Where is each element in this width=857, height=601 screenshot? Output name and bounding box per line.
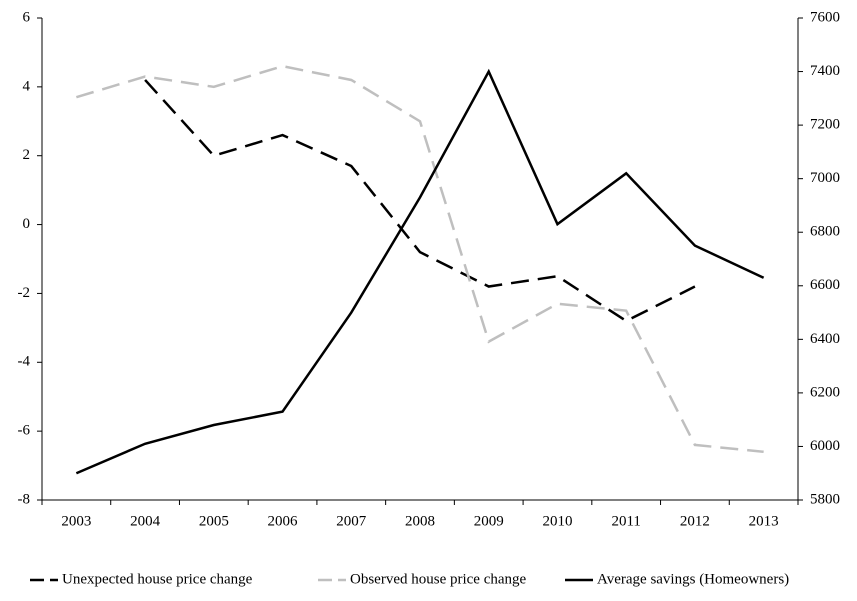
y-tick-label: -6: [18, 423, 31, 439]
legend-label: Average savings (Homeowners): [597, 571, 789, 587]
y2-tick-label: 6400: [810, 331, 840, 347]
x-tick-label: 2010: [542, 513, 572, 529]
x-tick-label: 2004: [130, 513, 161, 529]
y2-tick-label: 7600: [810, 9, 840, 25]
y2-tick-label: 6000: [810, 438, 840, 454]
x-tick-label: 2003: [61, 513, 91, 529]
y-tick-label: 2: [23, 147, 31, 163]
y-tick-label: -4: [18, 354, 31, 370]
legend-label: Unexpected house price change: [62, 571, 253, 587]
y2-tick-label: 6800: [810, 224, 840, 240]
x-tick-label: 2009: [474, 513, 504, 529]
x-tick-label: 2007: [336, 513, 367, 529]
legend-label: Observed house price change: [350, 571, 527, 587]
y-tick-label: -2: [18, 285, 31, 301]
series-line: [76, 64, 764, 454]
x-tick-label: 2012: [680, 513, 710, 529]
y2-tick-label: 7400: [810, 63, 840, 79]
series-line: [75, 68, 765, 475]
y2-tick-label: 7000: [810, 170, 840, 186]
x-tick-label: 2006: [268, 513, 299, 529]
x-tick-label: 2008: [405, 513, 435, 529]
y2-tick-label: 6200: [810, 384, 840, 400]
x-tick-label: 2005: [199, 513, 229, 529]
y-tick-label: 4: [23, 78, 31, 94]
y2-tick-label: 5800: [810, 491, 840, 507]
series-line: [144, 79, 696, 323]
y2-tick-label: 7200: [810, 117, 840, 133]
y-tick-label: -8: [18, 491, 31, 507]
y-tick-label: 6: [23, 9, 31, 25]
y-tick-label: 0: [23, 216, 31, 232]
x-tick-label: 2011: [611, 513, 640, 529]
y2-tick-label: 6600: [810, 277, 840, 293]
x-tick-label: 2013: [749, 513, 779, 529]
